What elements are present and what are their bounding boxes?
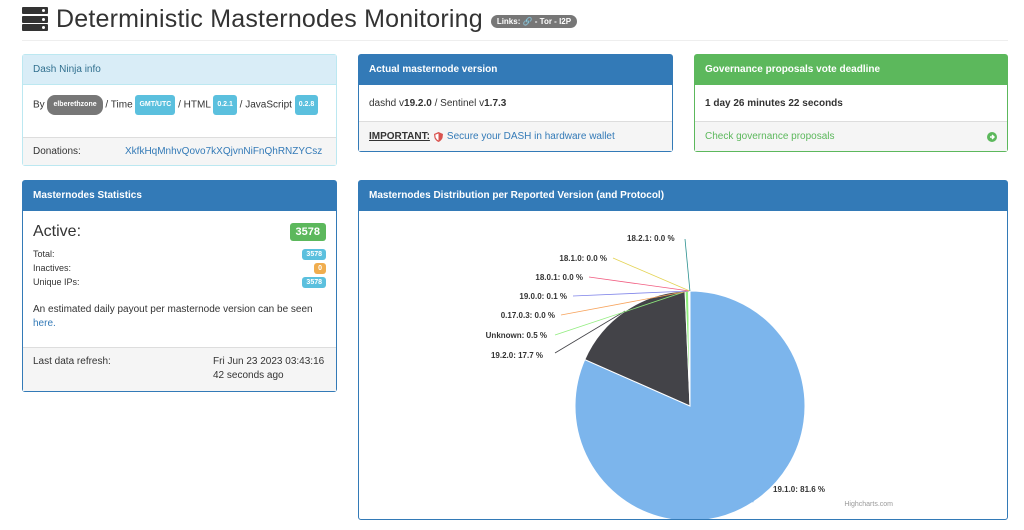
pie-data-label: 19.2.0: 17.7 % bbox=[491, 351, 543, 360]
html-version-badge: 0.2.1 bbox=[213, 95, 237, 115]
version-distribution-panel: Masternodes Distribution per Reported Ve… bbox=[358, 180, 1008, 522]
version-body: dashd v 19.2.0 / Sentinel v 1.7.3 bbox=[359, 85, 672, 121]
pie-connector-line bbox=[588, 276, 690, 292]
total-label: Total: bbox=[33, 249, 55, 259]
active-count-badge: 3578 bbox=[289, 223, 326, 241]
unique-ips-label: Unique IPs: bbox=[33, 277, 80, 287]
pie-data-label: 19.0.0: 0.1 % bbox=[519, 292, 567, 301]
arrow-circle-right-icon[interactable] bbox=[987, 131, 997, 142]
check-governance-link[interactable]: Check governance proposals bbox=[705, 131, 835, 142]
pie-connector-line bbox=[752, 472, 765, 503]
active-label: Active: bbox=[33, 223, 82, 240]
sentinel-version: 1.7.3 bbox=[484, 97, 507, 109]
masternode-statistics-panel: Masternodes Statistics Active: 3578 Tota… bbox=[22, 180, 337, 392]
panel-heading: Dash Ninja info bbox=[23, 55, 336, 85]
deadline-value: 1 day 26 minutes 22 seconds bbox=[705, 97, 843, 109]
html-label: / HTML bbox=[178, 99, 211, 111]
hardware-wallet-link[interactable]: Secure your DASH in hardware wallet bbox=[446, 131, 615, 142]
masternode-version-panel: Actual masternode version dashd v 19.2.0 … bbox=[358, 54, 673, 152]
refresh-ago: 42 seconds ago bbox=[213, 370, 284, 381]
inactives-label: Inactives: bbox=[33, 263, 72, 273]
inactives-count-badge: 0 bbox=[314, 262, 326, 274]
panel-heading: Masternodes Statistics bbox=[23, 181, 336, 211]
important-label: IMPORTANT: bbox=[369, 131, 430, 142]
payout-here-link[interactable]: here. bbox=[33, 318, 56, 329]
refresh-date: Fri Jun 23 2023 03:43:16 bbox=[213, 356, 325, 367]
stats-body: Active: 3578 Total: 3578 Inactives: 0 Uniq… bbox=[23, 211, 336, 347]
donations-row: Donations: XkfkHqMnhvQovo7kXQjvnNiFnQhRN… bbox=[23, 137, 336, 165]
panel-heading: Actual masternode version bbox=[359, 55, 672, 85]
js-label: / JavaScript bbox=[239, 99, 292, 111]
dashd-version: 19.2.0 bbox=[404, 97, 432, 109]
pie-data-label: 18.0.1: 0.0 % bbox=[535, 273, 583, 282]
author-badge: elberethzone bbox=[47, 95, 103, 115]
chart-credits[interactable]: Highcharts.com bbox=[844, 501, 893, 508]
sentinel-prefix: / Sentinel v bbox=[431, 97, 485, 109]
panel-heading: Governance proposals vote deadline bbox=[695, 55, 1007, 85]
pie-data-label: 18.1.0: 0.0 % bbox=[559, 254, 607, 263]
pie-data-label: Unknown: 0.5 % bbox=[486, 331, 547, 340]
js-version-badge: 0.2.8 bbox=[294, 95, 319, 115]
page-header: Deterministic Masternodes Monitoring Lin… bbox=[22, 4, 578, 34]
panel-heading: Masternodes Distribution per Reported Ve… bbox=[359, 181, 1007, 211]
pie-data-label: 19.1.0: 81.6 % bbox=[773, 485, 825, 494]
links-badge[interactable]: Links: 🔗 - Tor - I2P bbox=[490, 14, 578, 28]
panel-body: By elberethzone / Time GMT/UTC / HTML 0.… bbox=[23, 85, 336, 137]
payout-note: An estimated daily payout per masternode… bbox=[33, 303, 326, 331]
donations-address-link[interactable]: XkfkHqMnhvQovo7kXQjvnNiFnQhRNZYCsz bbox=[125, 146, 323, 157]
total-count-badge: 3578 bbox=[302, 248, 326, 260]
pie-connector-line bbox=[572, 290, 690, 297]
pie-data-label: 0.17.0.3: 0.0 % bbox=[501, 311, 555, 320]
refresh-label: Last data refresh: bbox=[33, 356, 111, 367]
donations-label: Donations: bbox=[33, 146, 81, 157]
pie-connector-line bbox=[560, 290, 689, 316]
by-label: By bbox=[33, 99, 45, 111]
governance-panel: Governance proposals vote deadline 1 day… bbox=[694, 54, 1008, 152]
refresh-row: Last data refresh: Fri Jun 23 2023 03:43… bbox=[23, 347, 336, 391]
shield-icon bbox=[433, 131, 443, 142]
pie-connector-line bbox=[554, 290, 688, 336]
payout-text: An estimated daily payout per masternode… bbox=[33, 304, 313, 315]
pie-data-label: 18.2.1: 0.0 % bbox=[627, 234, 675, 243]
dash-ninja-info-panel: Dash Ninja info By elberethzone / Time G… bbox=[22, 54, 337, 166]
governance-link-row[interactable]: Check governance proposals bbox=[695, 121, 1007, 151]
pie-connector-line bbox=[554, 310, 626, 354]
dashd-prefix: dashd v bbox=[369, 97, 405, 109]
time-badge: GMT/UTC bbox=[135, 95, 176, 115]
server-icon bbox=[22, 7, 48, 31]
important-row: IMPORTANT: Secure your DASH in hardware … bbox=[359, 121, 672, 151]
time-label: / Time bbox=[105, 99, 133, 111]
unique-ips-count-badge: 3578 bbox=[302, 276, 326, 288]
pie-connector-line bbox=[684, 238, 691, 292]
pie-chart-svg: 19.1.0: 81.6 % 19.2.0: 17.7 % Unknown: 0.5… bbox=[486, 234, 893, 522]
page-title: Deterministic Masternodes Monitoring bbox=[56, 4, 483, 33]
header-divider bbox=[22, 40, 1008, 41]
pie-connector-line bbox=[612, 257, 690, 292]
pie-chart: 19.1.0: 81.6 % 19.2.0: 17.7 % Unknown: 0.5… bbox=[359, 211, 1007, 522]
